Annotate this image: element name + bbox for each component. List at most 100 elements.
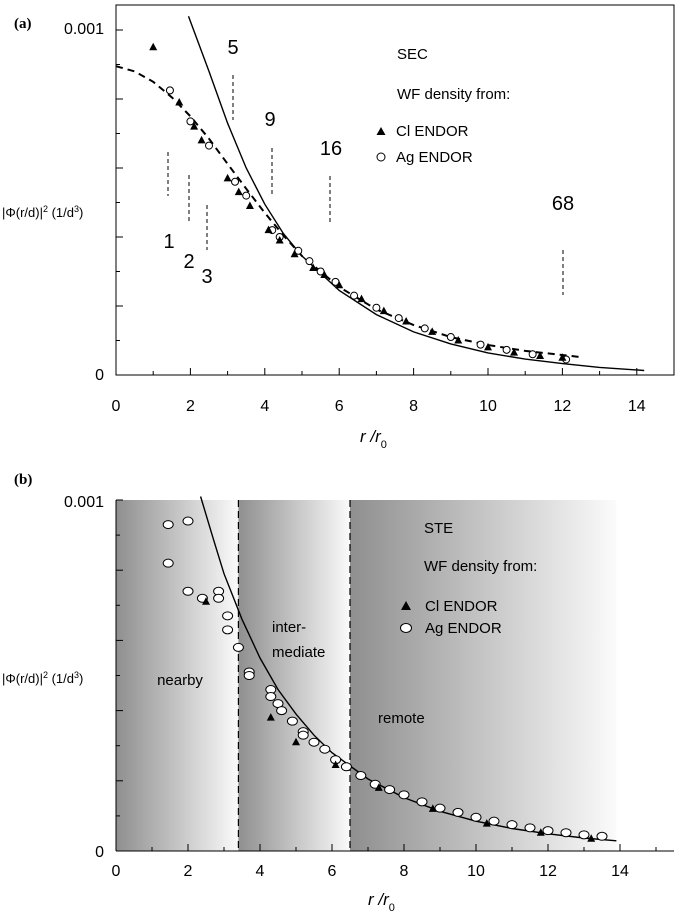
cl-endor-point-b [374,783,383,791]
y-tick-label-b-top: 0.001 [64,494,104,511]
ag-endor-point-b [213,593,225,603]
region-band-0 [116,500,239,851]
cl-endor-point-a [275,235,284,244]
ag-endor-point-b [276,706,288,716]
cl-endor-point-a [379,306,388,315]
region-label-intermediate-2: mediate [272,644,325,661]
y-axis-label-a: |Φ(r/d)|2 (1/d3) [2,204,83,220]
legend-entry-cl-a: Cl ENDOR [396,123,469,140]
shell-marker-label-5: 5 [227,37,238,59]
cl-endor-point-b [266,713,275,721]
ag-endor-point-b [243,671,255,680]
solid-fit-curve-b [199,496,617,842]
legend-marker-ag-a [376,152,386,162]
x-tick-label-a: 10 [479,398,497,415]
cl-endor-point-a [264,225,273,234]
ag-endor-point-a [205,141,213,150]
cl-endor-point-a [190,122,199,130]
x-axis-label-a: r /r0 [360,427,387,451]
x-tick-label-b: 0 [112,863,121,880]
legend-title-a: SEC [397,46,428,63]
ag-endor-point-b [416,797,428,807]
ag-endor-point-b [182,586,194,596]
ag-endor-point-b [162,558,174,568]
legend-entry-cl-b: Cl ENDOR [425,598,498,615]
ag-endor-point-a [420,324,429,333]
ag-endor-point-b [319,744,331,754]
x-ticks-a: 0 2 4 6 8 10 12 14 [112,368,675,415]
ag-endor-point-a [165,86,174,95]
x-axis-label-b: r /r0 [368,890,395,912]
x-tick-label-b: 4 [256,863,265,880]
ag-endor-point-a [372,303,381,312]
ag-endor-point-a [350,291,359,300]
cl-endor-point-a [175,97,184,106]
y-ticks-a [116,29,123,376]
x-tick-label-b: 8 [400,863,409,880]
ag-endor-point-b [297,730,309,740]
ag-endor-point-b [308,737,320,747]
cl-endor-point-a [357,294,366,303]
ag-endor-point-b [578,830,590,840]
cl-endor-point-a [454,336,463,344]
ag-endor-point-b [542,826,554,836]
shell-marker-label-3: 3 [201,266,212,288]
ag-endor-point-a [476,340,485,349]
y-tick-label-b-bottom: 0 [95,844,104,861]
cl-endor-point-a [428,327,437,335]
ag-endor-point-b [452,807,464,817]
cl-endor-point-a [536,351,545,360]
legend-marker-cl-a [376,127,386,135]
cl-endor-point-a [402,317,411,325]
ag-endor-point-b [524,823,536,833]
region-label-intermediate-1: inter- [272,619,306,636]
ag-endor-point-b [384,785,396,795]
shell-marker-label-68: 68 [552,193,574,215]
shell-markers-a: 1 2 3 5 9 16 68 [163,37,574,295]
cl-endor-point-a [558,353,567,361]
ag-endor-point-b [596,831,608,841]
cl-endor-point-b [536,828,545,836]
ag-endor-point-b [506,820,518,830]
x-tick-label-b: 10 [467,863,485,880]
ag-endor-point-b [340,762,352,772]
cl-endor-point-a [484,342,492,351]
legend-entry-ag-b: Ag ENDOR [425,620,502,637]
shell-marker-label-2: 2 [183,251,194,273]
x-tick-label-a: 2 [186,398,195,415]
y-ticks-b [116,499,123,852]
dashed-fit-curve-a [115,65,582,359]
cl-endor-point-b [331,760,340,769]
ag-endor-point-b [434,803,446,813]
cl-endor-point-a [510,348,519,356]
x-tick-label-a: 12 [554,398,572,415]
region-band-1 [238,500,350,851]
region-label-nearby: nearby [157,672,203,689]
ag-endor-point-b [232,642,244,652]
ag-endor-point-a [242,191,251,200]
cl-endor-point-a [149,42,158,51]
region-labels-b: nearby inter- mediate remote [157,619,425,727]
axes-frame-a [115,4,675,376]
cl-endor-point-b [292,737,300,746]
ag-endor-point-b [222,625,234,635]
x-tick-label-a: 4 [260,398,269,415]
panel-label-a: (a) [14,16,32,32]
shell-marker-label-16: 16 [320,138,342,160]
chart-panel-b: (b) nearby inter- mediate remote 0 2 4 6 8 10… [2,472,674,912]
ag-endor-point-b [286,716,298,726]
x-ticks-b: 0 2 4 6 8 10 12 14 [112,844,657,880]
legend-marker-ag-b [400,623,412,633]
ag-endor-point-b [222,611,234,621]
legend-subtitle-b: WF density from: [424,558,537,575]
ag-endor-point-a [305,257,314,266]
cl-endor-point-a [234,187,243,196]
cl-endor-point-a [309,263,318,272]
ag-endor-point-b [355,771,367,781]
ag-endor-point-a [446,333,455,342]
y-tick-label-a-bottom: 0 [95,367,104,384]
x-tick-label-a: 0 [112,398,121,415]
legend-b: STE WF density from: Cl ENDOR Ag ENDOR [400,520,537,637]
legend-marker-cl-b [401,601,411,610]
